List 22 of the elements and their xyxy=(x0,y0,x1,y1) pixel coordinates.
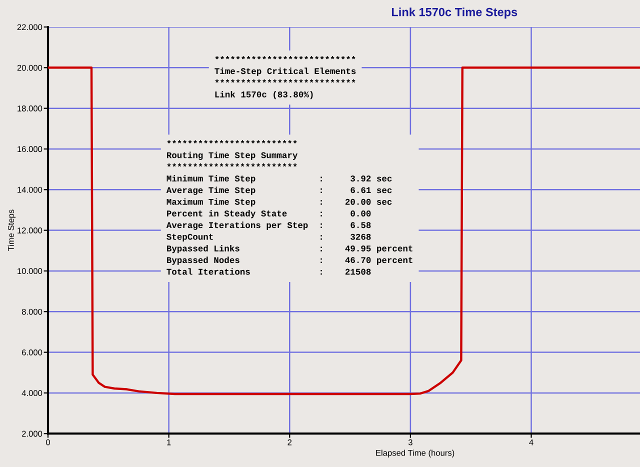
x-tick-label: 2 xyxy=(288,439,292,446)
y-tick-label: 16.000 xyxy=(18,146,42,152)
y-tick-label: 2.000 xyxy=(22,430,42,437)
chart-title: Link 1570c Time Steps xyxy=(392,8,518,19)
y-tick-label: 22.000 xyxy=(17,24,42,30)
x-tick-label: 3 xyxy=(408,439,412,446)
y-axis-title: Time Steps xyxy=(8,210,16,252)
text: ************************* Routing Time Step Summary ************************* Minimum Time Step : 3.92 sec Average Time Step : 6.61 sec Maximum Time Step : 20.00 sec Percent in Steady State : 0.00 Average Iterations per Step : 6.58 StepCount : 3268 Bypassed Links : 49.95 percent Bypassed Nodes : 46.70 percent Total Iterations : 21508 xyxy=(166,140,412,275)
y-tick-label: 20.000 xyxy=(17,64,42,71)
y-tick-label: 12.000 xyxy=(18,228,42,234)
x-tick-label: 4 xyxy=(529,439,534,446)
annotation: *************************** Time-Step Critical Elements *************************** Link 1570c (83.80%) xyxy=(214,56,356,100)
x-axis-title: Elapsed Time (hours) xyxy=(376,450,454,458)
x-tick-label: 0 xyxy=(46,439,50,446)
y-tick-label: 14.000 xyxy=(18,186,42,193)
y-tick-label: 4.000 xyxy=(22,390,42,396)
y-tick-label: 10.000 xyxy=(18,268,42,274)
x-tick-label: 1 xyxy=(167,439,171,446)
y-tick-label: 8.000 xyxy=(22,308,42,315)
y-tick-label: 6.000 xyxy=(22,349,42,356)
y-tick-label: 18.000 xyxy=(18,106,42,112)
line-series xyxy=(48,66,640,396)
